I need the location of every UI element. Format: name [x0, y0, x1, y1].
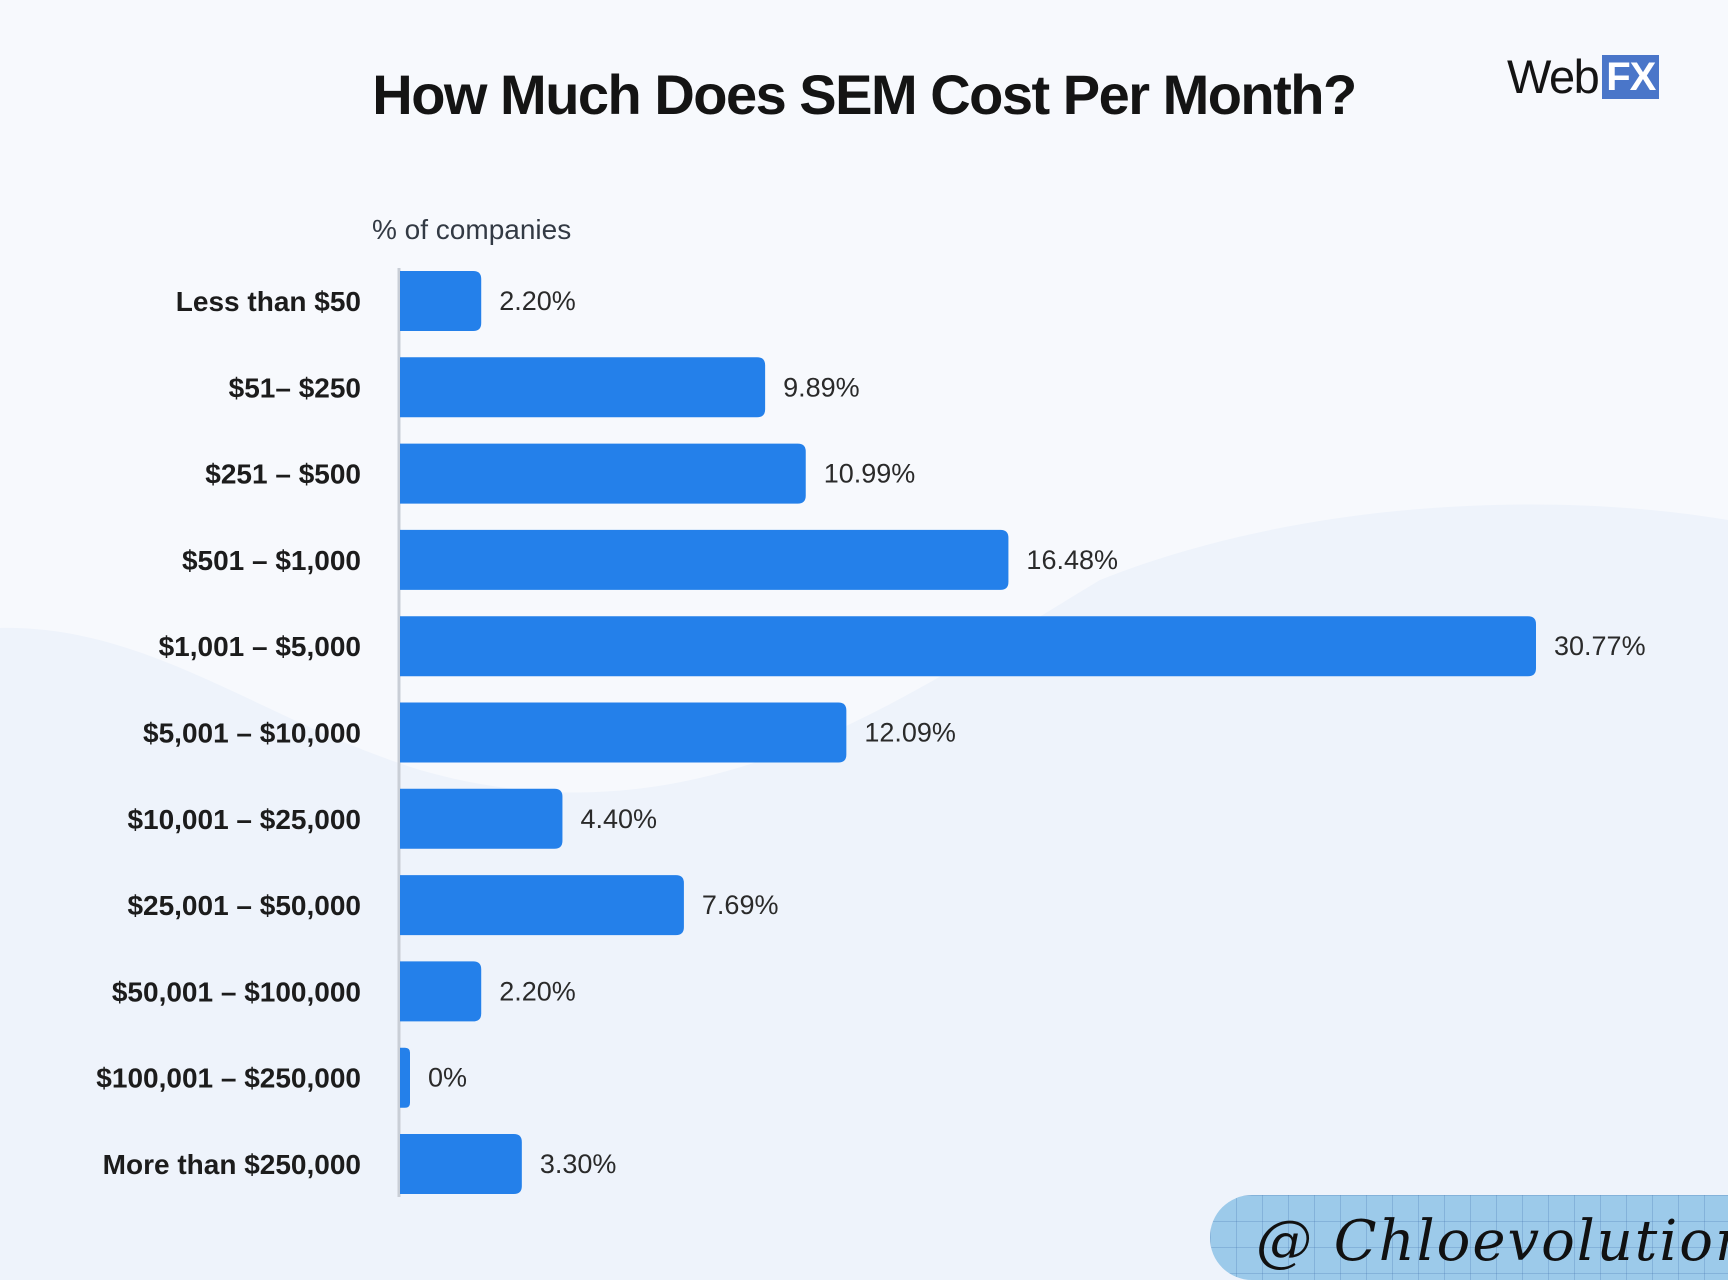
category-label: $251 – $500: [205, 459, 361, 490]
category-label: $51– $250: [229, 372, 361, 403]
watermark: @ Chloevolution: [1210, 1195, 1728, 1280]
category-label: $50,001 – $100,000: [112, 976, 361, 1007]
value-label: 30.77%: [1554, 631, 1646, 661]
value-label: 7.69%: [702, 890, 779, 920]
chart-title: How Much Does SEM Cost Per Month?: [372, 63, 1357, 126]
watermark-text: @ Chloevolution: [1256, 1209, 1728, 1274]
webfx-logo: Web FX: [1507, 50, 1660, 103]
value-label: 2.20%: [499, 976, 576, 1006]
value-label: 10.99%: [824, 459, 916, 489]
bar: [400, 357, 766, 418]
bar: [400, 1134, 522, 1194]
bar: [400, 443, 806, 504]
bar: [400, 788, 563, 849]
category-label: $501 – $1,000: [182, 545, 361, 576]
value-label: 9.89%: [783, 372, 860, 402]
category-label: $5,001 – $10,000: [143, 718, 361, 749]
category-label: $25,001 – $50,000: [127, 890, 361, 921]
value-label: 16.48%: [1026, 545, 1118, 575]
value-label: 12.09%: [864, 718, 956, 748]
value-label: 0%: [428, 1063, 467, 1093]
bar: [400, 271, 482, 331]
bar: [400, 1047, 410, 1108]
value-label: 4.40%: [580, 804, 657, 834]
bar: [400, 961, 482, 1022]
category-label: $100,001 – $250,000: [96, 1063, 361, 1094]
category-label: $1,001 – $5,000: [159, 631, 361, 662]
axis-unit-label: % of companies: [372, 214, 572, 245]
bar: [400, 875, 684, 936]
bar: [400, 616, 1536, 677]
value-label: 2.20%: [499, 286, 576, 316]
bar: [400, 529, 1009, 590]
category-label: Less than $50: [176, 286, 361, 317]
category-label: $10,001 – $25,000: [127, 804, 361, 835]
logo-wordmark: Web: [1507, 50, 1600, 103]
bar: [400, 702, 847, 763]
category-label: More than $250,000: [103, 1149, 361, 1180]
value-label: 3.30%: [540, 1149, 617, 1179]
logo-badge: FX: [1602, 55, 1660, 99]
